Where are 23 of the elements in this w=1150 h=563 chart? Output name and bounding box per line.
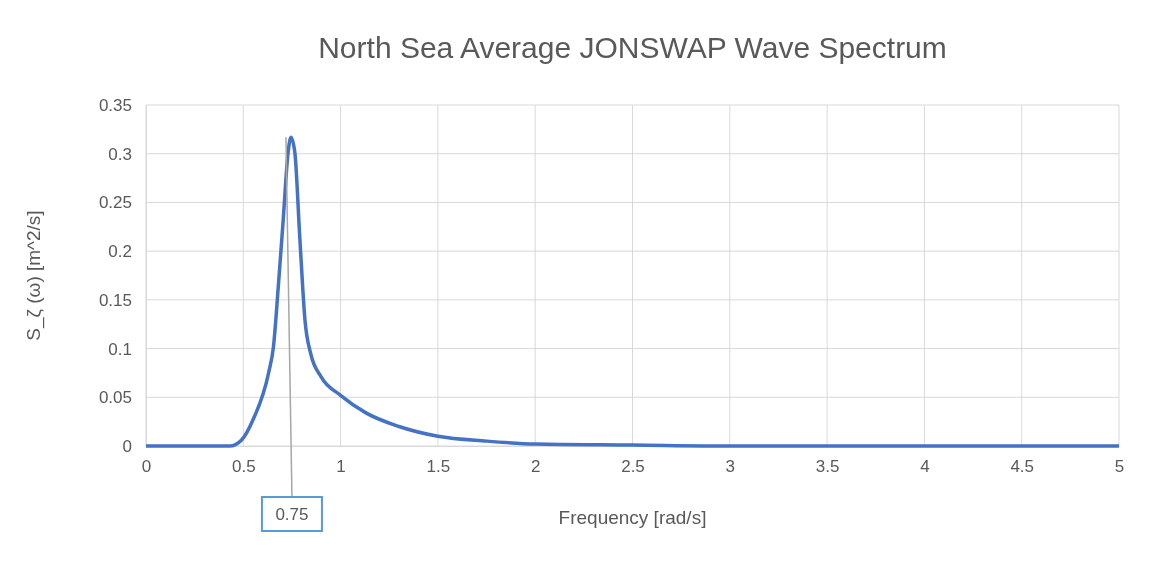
y-axis-title: S_ζ (ω) [m^2/s] (23, 210, 45, 341)
y-tick-label: 0.1 (108, 339, 132, 359)
x-tick-label: 3.5 (815, 457, 840, 477)
x-tick-label: 3 (725, 457, 736, 477)
x-tick-label: 5 (1114, 457, 1125, 477)
x-tick-label: 1.5 (426, 457, 451, 477)
y-tick-label: 0.3 (108, 144, 132, 164)
y-tick-label: 0.35 (98, 95, 132, 115)
x-tick-label: 2 (530, 457, 541, 477)
x-tick-label: 4.5 (1010, 457, 1035, 477)
x-tick-label: 4 (920, 457, 930, 477)
x-tick-label: 0.5 (231, 457, 256, 477)
y-tick-label: 0.2 (108, 242, 132, 262)
y-tick-label: 0.25 (98, 193, 132, 213)
x-tick-label: 2.5 (621, 457, 645, 477)
y-tick-label: 0.05 (98, 388, 132, 408)
y-tick-label: 0 (122, 436, 132, 456)
y-tick-label: 0.15 (98, 290, 132, 310)
x-axis-title: Frequency [rad/s] (558, 507, 707, 528)
x-tick-label: 1 (336, 457, 346, 477)
chart-title: North Sea Average JONSWAP Wave Spectrum (318, 31, 947, 64)
annotation: 0.75 (275, 505, 309, 524)
x-tick-label: 0 (141, 457, 152, 477)
